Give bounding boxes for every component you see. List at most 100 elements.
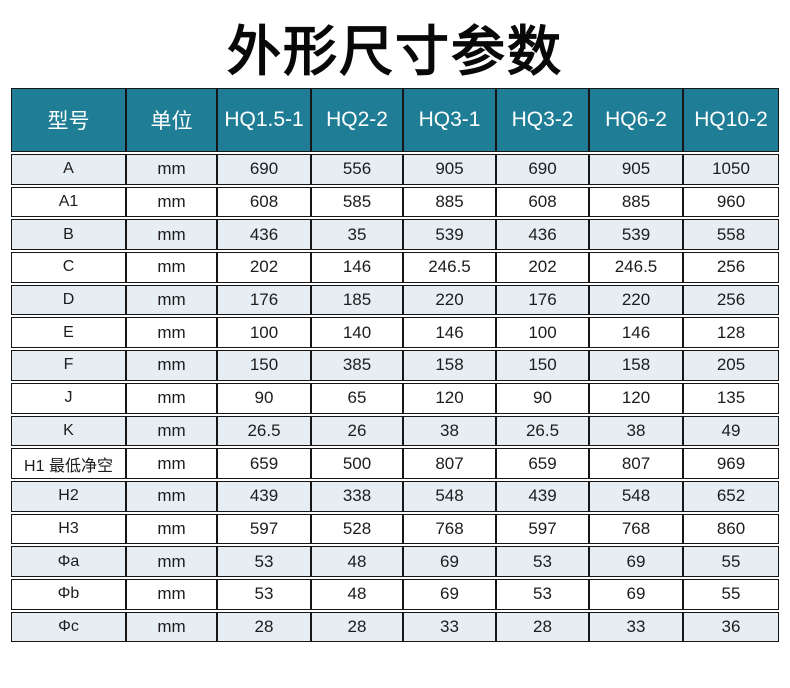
row-label: J bbox=[11, 382, 126, 414]
row-label: C bbox=[11, 252, 126, 283]
value-cell: 558 bbox=[683, 219, 779, 251]
row-label: H3 bbox=[11, 513, 126, 545]
unit-cell: mm bbox=[126, 480, 217, 512]
value-cell: 146 bbox=[311, 252, 403, 283]
column-header: HQ2-2 bbox=[311, 88, 403, 152]
table-row: A1 mm 608 585 885 608 885 960 bbox=[11, 186, 779, 218]
value-cell: 120 bbox=[589, 382, 683, 414]
value-cell: 905 bbox=[589, 154, 683, 185]
value-cell: 202 bbox=[217, 252, 311, 283]
table-row: H2 mm 439 338 548 439 548 652 bbox=[11, 480, 779, 512]
column-header: HQ1.5-1 bbox=[217, 88, 311, 152]
value-cell: 150 bbox=[217, 350, 311, 381]
value-cell: 48 bbox=[311, 546, 403, 577]
unit-cell: mm bbox=[126, 513, 217, 545]
value-cell: 202 bbox=[496, 252, 589, 283]
value-cell: 146 bbox=[403, 317, 496, 349]
row-label: H2 bbox=[11, 480, 126, 512]
row-label: H1 最低净空 bbox=[11, 448, 126, 479]
column-header: HQ10-2 bbox=[683, 88, 779, 152]
value-cell: 158 bbox=[589, 350, 683, 381]
unit-cell: mm bbox=[126, 382, 217, 414]
row-label: Φb bbox=[11, 578, 126, 610]
value-cell: 128 bbox=[683, 317, 779, 349]
value-cell: 860 bbox=[683, 513, 779, 545]
value-cell: 385 bbox=[311, 350, 403, 381]
row-label: A1 bbox=[11, 186, 126, 218]
value-cell: 140 bbox=[311, 317, 403, 349]
row-label: E bbox=[11, 317, 126, 349]
value-cell: 158 bbox=[403, 350, 496, 381]
row-label: F bbox=[11, 350, 126, 381]
value-cell: 807 bbox=[403, 448, 496, 479]
value-cell: 220 bbox=[403, 284, 496, 316]
value-cell: 100 bbox=[496, 317, 589, 349]
value-cell: 885 bbox=[403, 186, 496, 218]
value-cell: 608 bbox=[217, 186, 311, 218]
value-cell: 969 bbox=[683, 448, 779, 479]
value-cell: 146 bbox=[589, 317, 683, 349]
unit-cell: mm bbox=[126, 219, 217, 251]
value-cell: 439 bbox=[496, 480, 589, 512]
row-label: Φc bbox=[11, 611, 126, 643]
value-cell: 90 bbox=[496, 382, 589, 414]
value-cell: 28 bbox=[217, 611, 311, 643]
value-cell: 33 bbox=[403, 611, 496, 643]
value-cell: 768 bbox=[403, 513, 496, 545]
value-cell: 659 bbox=[217, 448, 311, 479]
value-cell: 246.5 bbox=[589, 252, 683, 283]
row-label: K bbox=[11, 415, 126, 447]
value-cell: 246.5 bbox=[403, 252, 496, 283]
value-cell: 38 bbox=[403, 415, 496, 447]
value-cell: 55 bbox=[683, 546, 779, 577]
table-header: 型号 单位 HQ1.5-1 HQ2-2 HQ3-1 HQ3-2 HQ6-2 HQ10-2 bbox=[11, 88, 779, 152]
value-cell: 436 bbox=[496, 219, 589, 251]
value-cell: 220 bbox=[589, 284, 683, 316]
unit-cell: mm bbox=[126, 546, 217, 577]
value-cell: 26.5 bbox=[496, 415, 589, 447]
unit-cell: mm bbox=[126, 186, 217, 218]
value-cell: 338 bbox=[311, 480, 403, 512]
unit-cell: mm bbox=[126, 154, 217, 185]
value-cell: 539 bbox=[589, 219, 683, 251]
value-cell: 690 bbox=[217, 154, 311, 185]
column-header: HQ6-2 bbox=[589, 88, 683, 152]
value-cell: 597 bbox=[496, 513, 589, 545]
table-row: Φa mm 53 48 69 53 69 55 bbox=[11, 546, 779, 577]
value-cell: 33 bbox=[589, 611, 683, 643]
table-row: Φc mm 28 28 33 28 33 36 bbox=[11, 611, 779, 643]
value-cell: 556 bbox=[311, 154, 403, 185]
value-cell: 120 bbox=[403, 382, 496, 414]
value-cell: 528 bbox=[311, 513, 403, 545]
row-label: D bbox=[11, 284, 126, 316]
value-cell: 960 bbox=[683, 186, 779, 218]
value-cell: 69 bbox=[589, 578, 683, 610]
value-cell: 205 bbox=[683, 350, 779, 381]
value-cell: 69 bbox=[403, 546, 496, 577]
unit-cell: mm bbox=[126, 448, 217, 479]
unit-cell: mm bbox=[126, 284, 217, 316]
value-cell: 436 bbox=[217, 219, 311, 251]
value-cell: 439 bbox=[217, 480, 311, 512]
value-cell: 597 bbox=[217, 513, 311, 545]
value-cell: 905 bbox=[403, 154, 496, 185]
value-cell: 768 bbox=[589, 513, 683, 545]
value-cell: 659 bbox=[496, 448, 589, 479]
table-row: H1 最低净空 mm 659 500 807 659 807 969 bbox=[11, 448, 779, 479]
table-row: Φb mm 53 48 69 53 69 55 bbox=[11, 578, 779, 610]
value-cell: 539 bbox=[403, 219, 496, 251]
value-cell: 90 bbox=[217, 382, 311, 414]
row-label: Φa bbox=[11, 546, 126, 577]
value-cell: 885 bbox=[589, 186, 683, 218]
unit-cell: mm bbox=[126, 350, 217, 381]
value-cell: 548 bbox=[589, 480, 683, 512]
column-header: 单位 bbox=[126, 88, 217, 152]
value-cell: 100 bbox=[217, 317, 311, 349]
value-cell: 26.5 bbox=[217, 415, 311, 447]
